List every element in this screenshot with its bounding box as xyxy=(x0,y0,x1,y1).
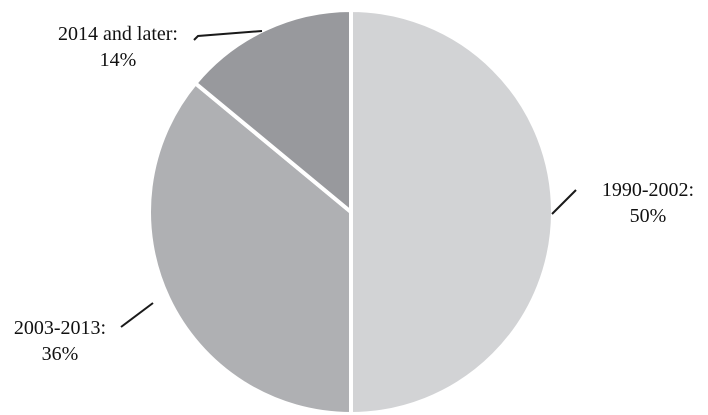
slice-percent-2014-and-later: 14% xyxy=(100,49,137,71)
leader-line-1990-2002 xyxy=(551,189,577,215)
slice-label-1990-2002: 1990-2002: xyxy=(602,179,694,201)
pie-slices xyxy=(147,8,555,415)
pie-slice-2014-and-later xyxy=(193,8,353,214)
pie-slice-1990-2002 xyxy=(349,8,555,415)
leader-line-2003-2013 xyxy=(120,302,154,328)
slice-label-2003-2013: 2003-2013: xyxy=(14,317,106,339)
slice-label-2014-and-later: 2014 and later: xyxy=(58,23,178,45)
pie-slice-2003-2013 xyxy=(147,81,353,415)
slice-percent-1990-2002: 50% xyxy=(630,205,667,227)
slice-percent-2003-2013: 36% xyxy=(42,343,79,365)
leader-line-2014-and-later xyxy=(193,30,263,41)
